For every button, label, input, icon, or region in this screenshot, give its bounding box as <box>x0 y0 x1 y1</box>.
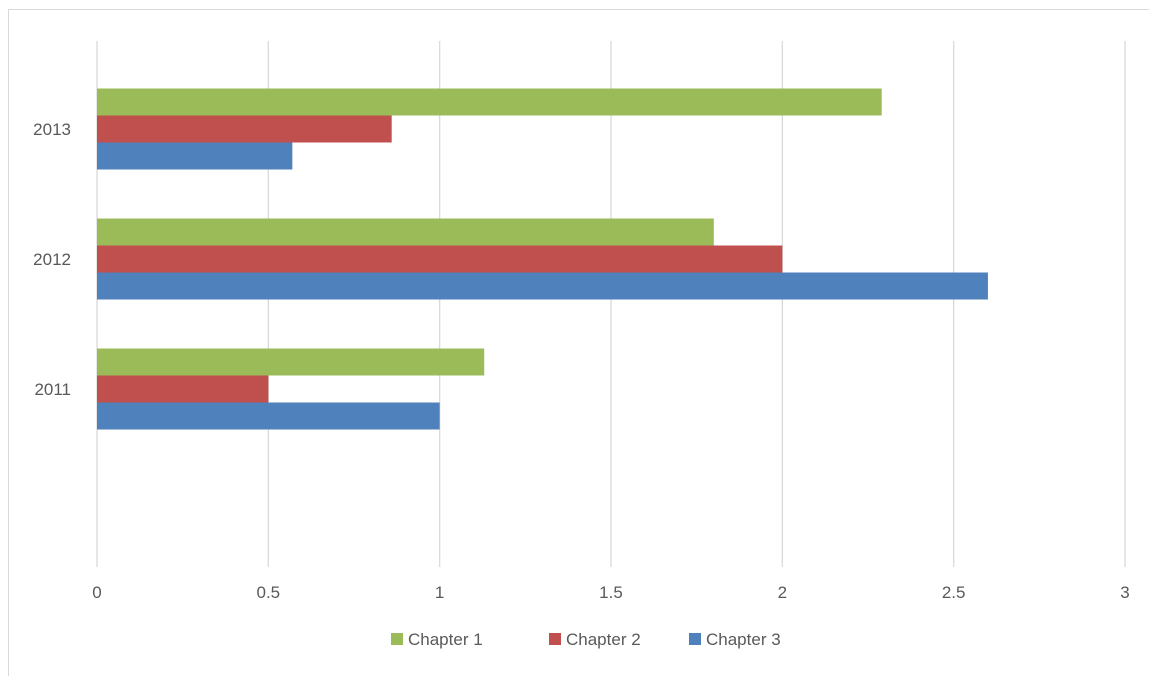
legend-label: Chapter 1 <box>408 630 483 649</box>
chart-area: 2011 2012 2013 0 0.5 1 1.5 2 2.5 3 Chapter 1 Chap… <box>8 9 1149 676</box>
x-tick-label: 2 <box>778 583 787 602</box>
bars <box>97 89 988 430</box>
legend-label: Chapter 2 <box>566 630 641 649</box>
x-axis-labels: 0 0.5 1 1.5 2 2.5 3 <box>92 583 1129 602</box>
bar-2011-series-2 <box>97 376 268 403</box>
bar-2013-series-2 <box>97 116 392 143</box>
x-tick-label: 0.5 <box>257 583 281 602</box>
bar-2011-series-1 <box>97 349 484 376</box>
y-category-label: 2011 <box>34 380 71 399</box>
x-tick-label: 0 <box>92 583 101 602</box>
bar-2012-series-3 <box>97 273 988 300</box>
x-tick-label: 1 <box>435 583 444 602</box>
x-tick-label: 1.5 <box>599 583 623 602</box>
legend-swatch <box>391 633 403 645</box>
bar-2013-series-3 <box>97 143 292 170</box>
x-tick-label: 2.5 <box>942 583 966 602</box>
x-tick-label: 3 <box>1120 583 1129 602</box>
y-category-label: 2013 <box>33 120 71 139</box>
legend: Chapter 1 Chapter 2 Chapter 3 <box>391 630 781 649</box>
legend-swatch <box>549 633 561 645</box>
y-axis-labels: 2011 2012 2013 <box>33 120 71 399</box>
bar-2011-series-3 <box>97 403 440 430</box>
bar-2013-series-1 <box>97 89 882 116</box>
legend-swatch <box>689 633 701 645</box>
legend-label: Chapter 3 <box>706 630 781 649</box>
bar-2012-series-1 <box>97 219 714 246</box>
y-category-label: 2012 <box>33 250 71 269</box>
bar-2012-series-2 <box>97 246 782 273</box>
